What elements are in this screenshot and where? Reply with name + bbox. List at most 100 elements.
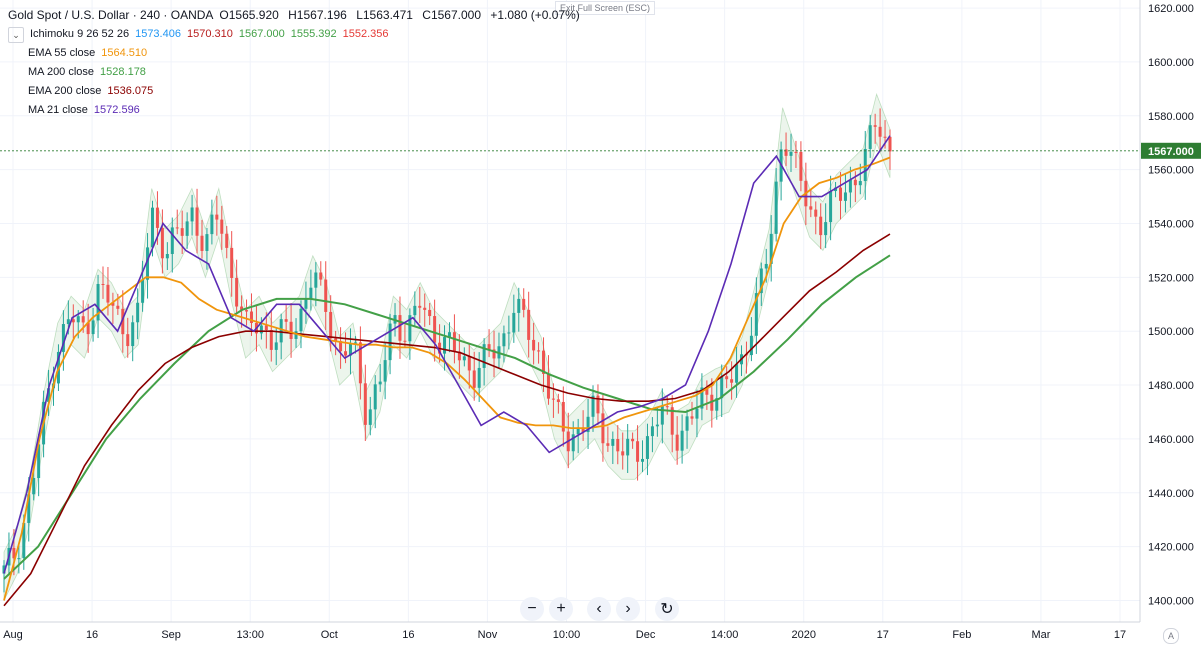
ma21-value: 1572.596 (93, 104, 140, 116)
x-tick-label: 13:00 (236, 629, 264, 641)
candle-body (819, 216, 823, 236)
candle-body (17, 558, 21, 560)
ichimoku-legend[interactable]: ⌄ Ichimoku 9 26 52 26 1573.406 1570.310 … (8, 25, 580, 44)
candle-body (492, 349, 496, 359)
zoom-in-button[interactable]: + (549, 597, 573, 621)
y-tick-label: 1440.000 (1148, 488, 1194, 500)
candle-body (299, 308, 303, 332)
zoom-out-button[interactable]: − (520, 597, 544, 621)
candle-body (650, 426, 654, 437)
candle-body (527, 309, 531, 340)
grid (0, 0, 1140, 622)
ema55-legend[interactable]: EMA 55 close 1564.510 (8, 44, 580, 63)
x-axis-labels: Aug 16 Sep 13:00 Oct 16 Nov 10:00 Dec 14:00 2020 17… (3, 629, 1126, 641)
scroll-left-button[interactable]: ‹ (587, 597, 611, 621)
candle-body (710, 394, 714, 411)
candle-body (472, 370, 476, 388)
ichimoku-value-2: 1570.310 (186, 28, 233, 40)
candle-body (606, 443, 610, 446)
candle-body (730, 379, 734, 383)
candle-body (794, 151, 798, 153)
candle-body (621, 451, 625, 456)
ichimoku-value-4: 1555.392 (290, 28, 337, 40)
symbol-title: Gold Spot / U.S. Dollar · 240 · OANDA (8, 8, 214, 22)
ma21-label: MA 21 close (28, 104, 88, 116)
candle-body (235, 277, 239, 307)
candle-body (2, 565, 6, 574)
candle-body (853, 179, 857, 186)
candle-body (408, 315, 412, 342)
candle-body (314, 272, 318, 288)
ma200-legend[interactable]: MA 200 close 1528.178 (8, 63, 580, 82)
candle-body (645, 436, 649, 459)
candle-body (675, 434, 679, 451)
candle-body (96, 283, 100, 321)
candle-body (116, 305, 120, 309)
candle-body (700, 387, 704, 409)
candle-body (131, 322, 135, 347)
candle-body (522, 298, 526, 310)
candle-body (774, 181, 778, 234)
candle-body (319, 272, 323, 280)
candle-body (883, 136, 887, 138)
candle-body (249, 311, 253, 323)
ma21-legend[interactable]: MA 21 close 1572.596 (8, 101, 580, 120)
candle-body (636, 441, 640, 462)
x-tick-label: Dec (636, 629, 656, 641)
y-axis-labels: 1620.000 1600.000 1580.000 1560.000 1540.000… (1148, 3, 1194, 607)
candle-body (309, 287, 313, 299)
candle-body (824, 222, 828, 236)
candle-body (814, 209, 818, 217)
candle-body (839, 187, 843, 201)
x-tick-label: 14:00 (711, 629, 739, 641)
price-badge-label: 1567.000 (1148, 146, 1194, 158)
candle-body (660, 406, 664, 425)
candle-body (274, 342, 278, 350)
scroll-right-button[interactable]: › (616, 597, 640, 621)
ma200-line (3, 254, 891, 580)
candle-body (502, 333, 506, 347)
candle-body (225, 233, 229, 248)
candle-body (175, 227, 179, 229)
candle-body (665, 406, 669, 408)
price-badge (1141, 142, 1201, 159)
exit-fullscreen-button[interactable]: Exit Full Screen (ESC) (555, 1, 656, 15)
candle-body (413, 305, 417, 316)
candle-body (487, 344, 491, 350)
candle-body (452, 332, 456, 352)
candle-body (358, 342, 362, 384)
candle-body (754, 293, 758, 336)
ichimoku-value-5: 1552.356 (342, 28, 389, 40)
candle-body (556, 399, 560, 402)
candle-body (863, 148, 867, 182)
candle-body (888, 136, 892, 152)
ma200-label: MA 200 close (28, 66, 95, 78)
candle-body (542, 350, 546, 374)
candle-body (631, 438, 635, 442)
candle-body (269, 329, 273, 350)
candle-body (423, 307, 427, 310)
candles (2, 108, 892, 593)
candle-body (517, 298, 521, 313)
candle-body (799, 151, 803, 181)
candle-body (680, 430, 684, 451)
chevron-down-icon[interactable]: ⌄ (8, 26, 24, 43)
candle-body (86, 322, 90, 335)
ema55-value: 1564.510 (101, 47, 148, 59)
auto-scale-button[interactable]: A (1163, 628, 1179, 644)
ema200-legend[interactable]: EMA 200 close 1536.075 (8, 82, 580, 101)
candle-body (581, 427, 585, 433)
candle-body (641, 458, 645, 462)
candle-body (551, 398, 555, 400)
candle-body (368, 409, 372, 425)
high-value: H1567.196 (288, 8, 347, 22)
candle-body (240, 306, 244, 311)
reset-chart-button[interactable]: ↻ (655, 597, 679, 621)
candle-body (22, 522, 26, 559)
candle-body (353, 342, 357, 344)
candle-body (591, 395, 595, 417)
candle-body (136, 302, 140, 323)
candle-body (784, 149, 788, 156)
